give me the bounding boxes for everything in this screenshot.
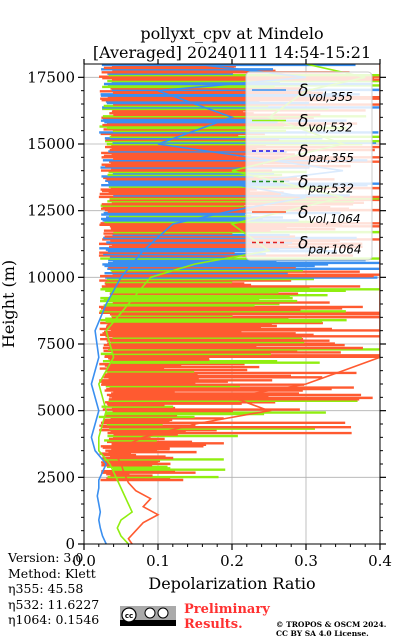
legend-label: δpar,1064 <box>298 234 362 257</box>
x-tick-label: 0.1 <box>146 552 170 570</box>
preliminary-line2: Results. <box>184 617 243 632</box>
x-axis-label: Depolarization Ratio <box>148 574 315 593</box>
cc-by-sa-logo: cc <box>120 606 176 626</box>
y-tick-label: 10000 <box>27 268 75 286</box>
chart-legend: δvol,355 δvol,532 δpar,355 δpar,532 δvol,106… <box>245 71 373 261</box>
legend-box <box>245 71 373 261</box>
y-tick-label: 0 <box>65 535 75 553</box>
y-axis-label: Height (m) <box>0 260 18 348</box>
x-tick-label: 0.0 <box>72 552 96 570</box>
legend-label: δvol,1064 <box>298 203 361 226</box>
eta355-text: η355: 45.58 <box>8 581 84 596</box>
version-text: Version: 3.0 <box>8 550 84 565</box>
svg-text:cc: cc <box>125 612 133 620</box>
legend-label: δvol,532 <box>298 112 353 135</box>
x-tick-label: 0.3 <box>294 552 318 570</box>
x-tick-label: 0.4 <box>368 552 392 570</box>
preliminary-line1: Preliminary <box>184 602 270 617</box>
method-text: Method: Klett <box>8 565 96 581</box>
x-tick-label: 0.2 <box>220 552 244 570</box>
copyright-line2: CC BY SA 4.0 License. <box>276 629 369 638</box>
y-tick-label: 7500 <box>37 335 75 353</box>
eta532-text: η532: 11.6227 <box>8 596 100 612</box>
y-tick-label: 5000 <box>37 402 75 420</box>
chart-title-line2: [Averaged] 20240111 14:54-15:21 <box>93 43 371 62</box>
y-tick-label: 12500 <box>27 202 75 220</box>
legend-label: δpar,532 <box>298 173 354 196</box>
eta1064-text: η1064: 0.1546 <box>8 612 100 627</box>
legend-label: δvol,355 <box>298 81 353 104</box>
legend-label: δpar,355 <box>298 142 354 165</box>
retrieval-info: Version: 3.0 Method: Klett η355: 45.58 η… <box>8 550 99 628</box>
y-tick-label: 2500 <box>37 468 75 486</box>
y-tick-label: 17500 <box>27 68 75 86</box>
series-line-vol-1064 <box>112 64 380 544</box>
chart-title-line1: pollyxt_cpv at Mindelo <box>140 24 323 43</box>
preliminary-results-note: Preliminary Results. <box>184 602 270 632</box>
y-tick-label: 15000 <box>27 135 75 153</box>
copyright-line1: © TROPOS & OSCM 2024. <box>276 620 387 629</box>
copyright-note: © TROPOS & OSCM 2024. CC BY SA 4.0 Licen… <box>276 620 386 638</box>
